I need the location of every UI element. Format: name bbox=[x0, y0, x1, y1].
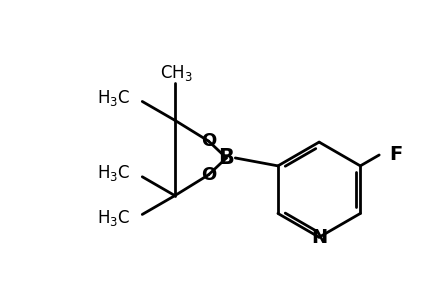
Text: H$_3$C: H$_3$C bbox=[97, 163, 130, 183]
Text: F: F bbox=[389, 145, 402, 164]
Text: H$_3$C: H$_3$C bbox=[97, 208, 130, 228]
Text: O: O bbox=[201, 132, 216, 150]
Text: N: N bbox=[311, 228, 327, 247]
Text: B: B bbox=[219, 148, 234, 168]
Text: CH$_3$: CH$_3$ bbox=[160, 63, 193, 83]
Text: H$_3$C: H$_3$C bbox=[97, 88, 130, 107]
Text: O: O bbox=[201, 166, 216, 184]
